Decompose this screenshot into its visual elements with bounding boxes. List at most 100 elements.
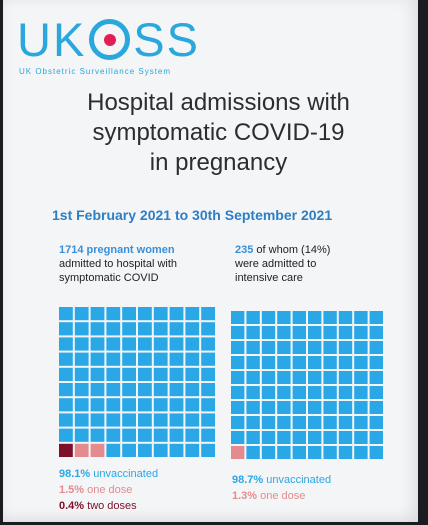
logo-text-uk: UK xyxy=(17,13,87,66)
waffle-cell-unvaccinated xyxy=(74,322,89,336)
right-description: 235 of whom (14%) were admitted to inten… xyxy=(235,243,330,285)
waffle-cell-unvaccinated xyxy=(153,413,168,427)
waffle-cell-unvaccinated xyxy=(59,322,73,336)
waffle-cell-unvaccinated xyxy=(106,307,121,321)
legend-item: 1.5% one dose xyxy=(59,482,158,498)
waffle-cell-unvaccinated xyxy=(106,383,121,397)
left-highlight: 1714 pregnant women xyxy=(59,244,175,256)
waffle-cell-unvaccinated xyxy=(231,311,245,324)
waffle-cell-unvaccinated xyxy=(201,443,215,457)
waffle-cell-unvaccinated xyxy=(74,398,89,412)
waffle-cell-unvaccinated xyxy=(277,341,291,354)
logo-text-ss: SS xyxy=(133,13,200,66)
waffle-cell-unvaccinated xyxy=(90,413,105,427)
waffle-cell-unvaccinated xyxy=(122,367,136,381)
waffle-cell-unvaccinated xyxy=(74,337,89,351)
waffle-cell-unvaccinated xyxy=(261,431,276,444)
waffle-cell-unvaccinated xyxy=(138,413,152,427)
legend-text: two doses xyxy=(84,500,137,512)
waffle-cell-unvaccinated xyxy=(169,337,184,351)
waffle-cell-unvaccinated xyxy=(59,413,73,427)
waffle-cell-unvaccinated xyxy=(74,352,89,366)
waffle-cell-unvaccinated xyxy=(90,307,105,321)
waffle-cell-unvaccinated xyxy=(201,413,215,427)
waffle-cell-unvaccinated xyxy=(369,356,383,369)
waffle-cell-unvaccinated xyxy=(231,401,245,414)
waffle-cell-unvaccinated xyxy=(231,431,245,444)
waffle-cell-unvaccinated xyxy=(231,371,245,384)
waffle-cell-unvaccinated xyxy=(277,401,291,414)
waffle-cell-unvaccinated xyxy=(323,431,337,444)
waffle-cell-unvaccinated xyxy=(369,401,383,414)
logo-subtitle: UK Obstetric Surveillance System xyxy=(19,67,172,76)
waffle-cell-unvaccinated xyxy=(338,311,353,324)
left-description: 1714 pregnant women admitted to hospital… xyxy=(59,243,177,285)
waffle-cell-unvaccinated xyxy=(338,371,353,384)
waffle-cell-unvaccinated xyxy=(185,337,200,351)
waffle-cell-unvaccinated xyxy=(106,337,121,351)
waffle-cell-unvaccinated xyxy=(153,383,168,397)
waffle-cell-unvaccinated xyxy=(90,367,105,381)
legend-left: 98.1% unvaccinated 1.5% one dose 0.4% tw… xyxy=(59,466,158,514)
waffle-cell-unvaccinated xyxy=(74,367,89,381)
waffle-cell-unvaccinated xyxy=(354,431,368,444)
ukoss-logo: UK SS xyxy=(17,16,200,63)
legend-text: unvaccinated xyxy=(263,474,332,486)
waffle-cell-unvaccinated xyxy=(106,443,121,457)
title-line: symptomatic COVID-19 xyxy=(92,119,345,146)
waffle-cell-two-doses xyxy=(59,443,73,457)
waffle-cell-unvaccinated xyxy=(201,322,215,336)
title-line: Hospital admissions with xyxy=(87,89,350,116)
waffle-cell-unvaccinated xyxy=(138,307,152,321)
waffle-cell-unvaccinated xyxy=(292,356,306,369)
waffle-cell-unvaccinated xyxy=(106,352,121,366)
waffle-cell-unvaccinated xyxy=(354,386,368,399)
waffle-cell-unvaccinated xyxy=(261,341,276,354)
waffle-cell-unvaccinated xyxy=(338,356,353,369)
waffle-cell-unvaccinated xyxy=(185,367,200,381)
waffle-cell-unvaccinated xyxy=(261,356,276,369)
legend-text: one dose xyxy=(84,484,133,496)
waffle-cell-unvaccinated xyxy=(369,371,383,384)
waffle-cell-unvaccinated xyxy=(153,428,168,442)
waffle-cell-unvaccinated xyxy=(201,428,215,442)
legend-right: 98.7% unvaccinated 1.3% one dose xyxy=(232,472,331,504)
waffle-cell-unvaccinated xyxy=(354,401,368,414)
waffle-cell-unvaccinated xyxy=(153,352,168,366)
waffle-chart-hospital xyxy=(59,307,215,457)
title-line: in pregnancy xyxy=(149,149,288,176)
waffle-cell-unvaccinated xyxy=(369,446,383,459)
legend-pct: 0.4% xyxy=(59,500,85,512)
waffle-cell-unvaccinated xyxy=(122,413,136,427)
right-highlight: 235 xyxy=(235,244,254,256)
waffle-cell-unvaccinated xyxy=(138,398,152,412)
waffle-cell-unvaccinated xyxy=(292,416,306,429)
waffle-cell-unvaccinated xyxy=(354,371,368,384)
waffle-cell-unvaccinated xyxy=(308,311,322,324)
waffle-cell-unvaccinated xyxy=(338,341,353,354)
legend-item: 98.7% unvaccinated xyxy=(232,472,331,488)
waffle-cell-unvaccinated xyxy=(246,326,260,339)
legend-text: unvaccinated xyxy=(90,468,159,480)
waffle-cell-unvaccinated xyxy=(201,383,215,397)
waffle-cell-unvaccinated xyxy=(338,416,353,429)
waffle-cell-unvaccinated xyxy=(369,326,383,339)
waffle-cell-unvaccinated xyxy=(292,386,306,399)
waffle-cell-unvaccinated xyxy=(323,341,337,354)
waffle-cell-unvaccinated xyxy=(277,416,291,429)
waffle-cell-unvaccinated xyxy=(277,356,291,369)
waffle-cell-unvaccinated xyxy=(185,413,200,427)
waffle-cell-unvaccinated xyxy=(277,311,291,324)
waffle-cell-one-dose xyxy=(90,443,105,457)
waffle-cell-unvaccinated xyxy=(246,446,260,459)
waffle-cell-unvaccinated xyxy=(354,311,368,324)
waffle-cell-unvaccinated xyxy=(308,446,322,459)
waffle-cell-unvaccinated xyxy=(169,398,184,412)
waffle-cell-unvaccinated xyxy=(292,371,306,384)
waffle-cell-unvaccinated xyxy=(138,443,152,457)
waffle-cell-unvaccinated xyxy=(277,371,291,384)
waffle-cell-unvaccinated xyxy=(323,446,337,459)
waffle-cell-unvaccinated xyxy=(246,341,260,354)
waffle-cell-unvaccinated xyxy=(185,307,200,321)
waffle-cell-unvaccinated xyxy=(323,386,337,399)
